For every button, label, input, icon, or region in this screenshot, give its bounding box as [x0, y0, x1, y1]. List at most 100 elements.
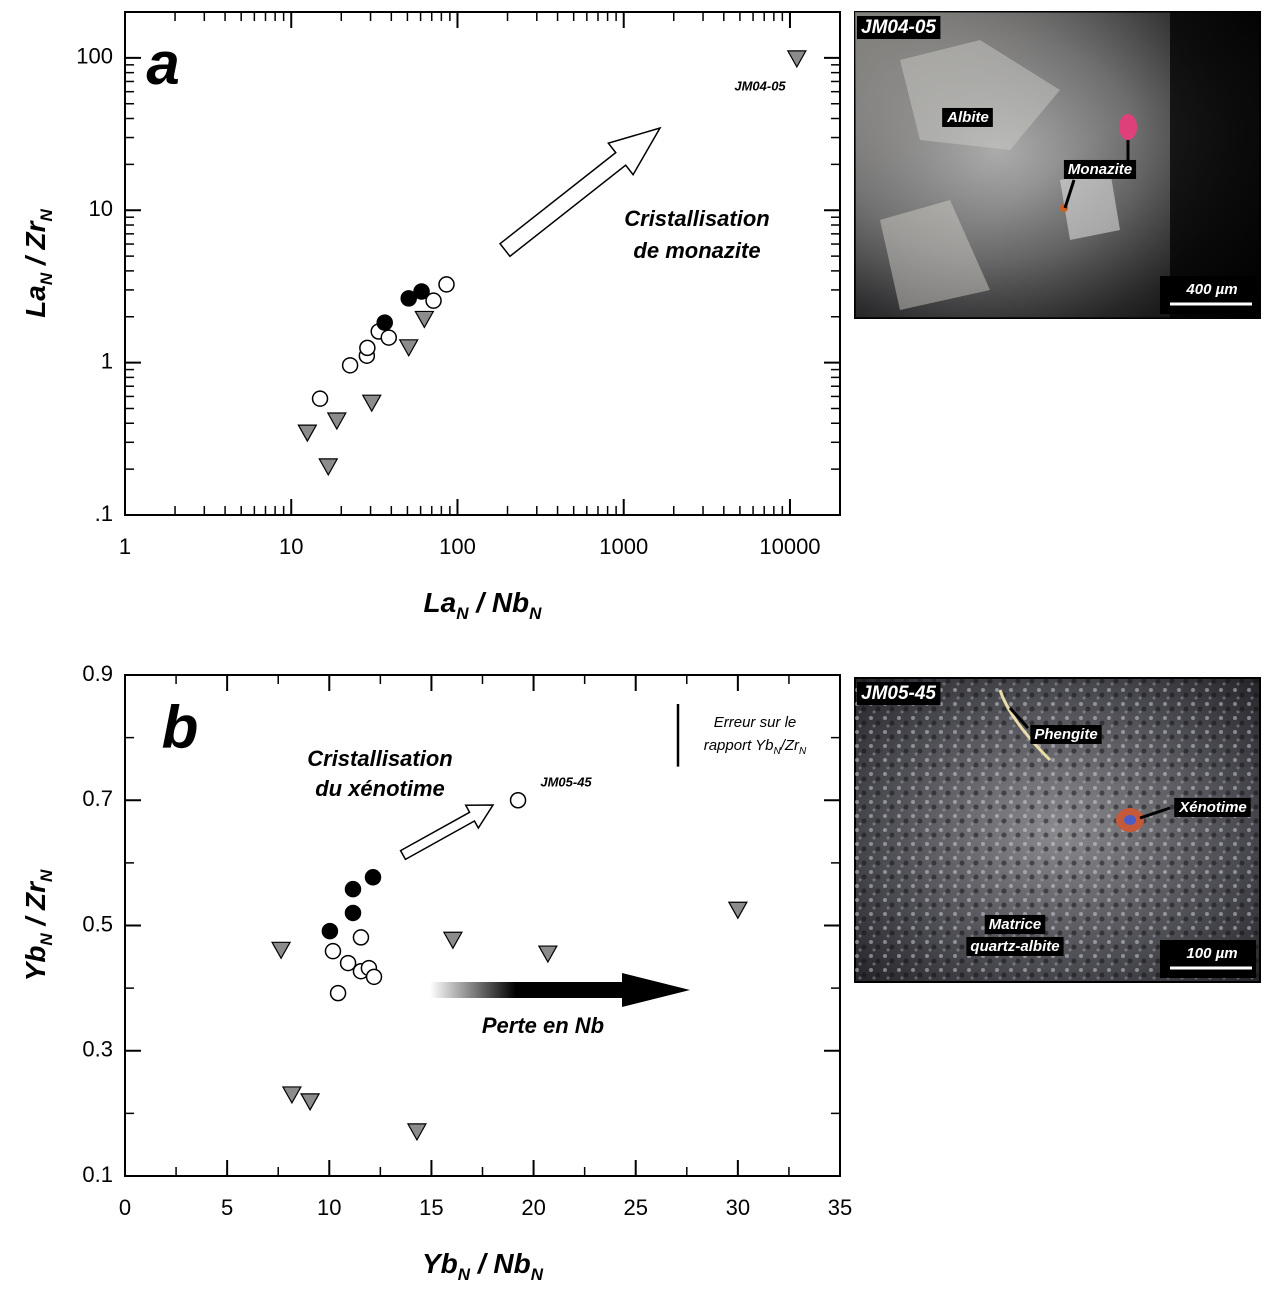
x-axis-label-part: / Nb [469, 587, 530, 618]
data-point [438, 276, 455, 293]
arrow-label: Cristallisation [624, 206, 769, 231]
data-point [271, 941, 292, 960]
sample-label: JM04-05 [734, 78, 786, 93]
photo-b [854, 677, 1261, 983]
trend-arrow [399, 804, 495, 861]
leader-line [1063, 179, 1076, 209]
photo-b-texture [855, 678, 1260, 982]
data-point [297, 424, 318, 443]
scale-box [1160, 276, 1256, 314]
x-axis-label-part: N [531, 1265, 544, 1284]
y-tick-label: 0.3 [82, 1037, 113, 1062]
label-box [857, 682, 941, 706]
data-point [413, 283, 430, 300]
data-point [425, 292, 442, 309]
data-point [442, 931, 463, 950]
scale-label: 100 µm [1186, 945, 1237, 962]
data-point [344, 880, 362, 898]
x-tick-label: 1000 [599, 534, 648, 559]
x-axis-label-part: / Nb [470, 1248, 531, 1279]
leader-line [1139, 806, 1171, 820]
photo-a [854, 11, 1261, 319]
arrow-label: de monazite [633, 238, 760, 263]
data-point [359, 339, 376, 357]
y-axis-label-part: La [20, 285, 51, 318]
error-label-part: N [799, 746, 807, 757]
label-box [1063, 159, 1137, 179]
panel-label: a [146, 30, 179, 97]
photo-a-monazite [1119, 114, 1137, 140]
photo-b-xenotime [1124, 815, 1136, 825]
x-tick-label: 10 [317, 1195, 341, 1220]
data-point [352, 929, 370, 946]
data-point [281, 1086, 302, 1105]
y-tick-label: 0.9 [82, 661, 113, 686]
x-tick-label: 0 [119, 1195, 131, 1220]
x-axis-label-part: N [456, 604, 469, 623]
data-point [376, 314, 393, 331]
data-point [361, 394, 382, 413]
x-tick-label: 10000 [759, 534, 820, 559]
leader-line [1008, 706, 1030, 730]
plot-frame [124, 11, 841, 516]
scale-box [1160, 940, 1256, 978]
label-box [942, 107, 993, 127]
data-point [400, 290, 417, 307]
data-point [406, 1123, 427, 1142]
arrow-label: Cristallisation [307, 746, 452, 771]
y-tick-label: 0.5 [82, 911, 113, 936]
x-tick-label: 100 [439, 534, 476, 559]
error-label: rapport YbN/ZrN [704, 737, 807, 757]
data-point [509, 792, 527, 809]
photo-a-grain [1060, 170, 1120, 240]
y-axis-label: LaN / ZrN [20, 208, 56, 317]
y-tick-label: 0.7 [82, 786, 113, 811]
arrow-label: du xénotime [315, 776, 445, 801]
x-tick-label: 30 [726, 1195, 750, 1220]
photo-label: Xénotime [1178, 799, 1247, 816]
y-axis-label-part: N [37, 272, 56, 285]
data-point [414, 310, 435, 329]
data-point [380, 329, 398, 346]
x-tick-label: 15 [419, 1195, 443, 1220]
photo-label: Monazite [1068, 161, 1132, 178]
data-point [398, 339, 419, 358]
x-tick-label: 10 [279, 534, 303, 559]
x-axis-label-part: N [529, 604, 542, 623]
x-axis-label: LaN / NbN [424, 587, 543, 623]
photo-label: Phengite [1034, 726, 1097, 743]
photo-b-vein [998, 689, 1052, 762]
photo-sample: JM04-05 [861, 17, 936, 38]
y-tick-label: 0.1 [82, 1162, 113, 1187]
label-box [1174, 797, 1251, 817]
data-point [318, 458, 339, 477]
x-tick-label: 25 [623, 1195, 647, 1220]
y-tick-label: .1 [95, 501, 113, 526]
error-label-part: N [773, 746, 781, 757]
y-tick-label: 1 [101, 348, 113, 373]
data-point [311, 390, 329, 407]
photo-a-dark [1170, 12, 1260, 318]
y-axis-label-part: Yb [20, 946, 51, 982]
data-point [300, 1093, 321, 1112]
data-point [324, 942, 342, 960]
y-tick-label: 100 [76, 44, 113, 69]
y-axis-label-part: N [37, 869, 56, 882]
x-tick-label: 5 [221, 1195, 233, 1220]
photo-label: Matrice [989, 916, 1042, 933]
label-box [1030, 724, 1102, 744]
error-label-part: rapport Yb [704, 737, 774, 754]
data-point [341, 357, 359, 374]
error-label: Erreur sur le [714, 714, 797, 731]
photo-a-grain [880, 200, 990, 310]
data-point [537, 945, 558, 964]
data-point [365, 968, 383, 986]
x-tick-label: 35 [828, 1195, 852, 1220]
data-point [364, 869, 382, 886]
loss-arrow [430, 973, 690, 1007]
x-axis-label-part: La [424, 587, 457, 618]
data-point [786, 50, 807, 69]
data-point [344, 904, 362, 922]
trend-label: Perte en Nb [482, 1013, 604, 1038]
